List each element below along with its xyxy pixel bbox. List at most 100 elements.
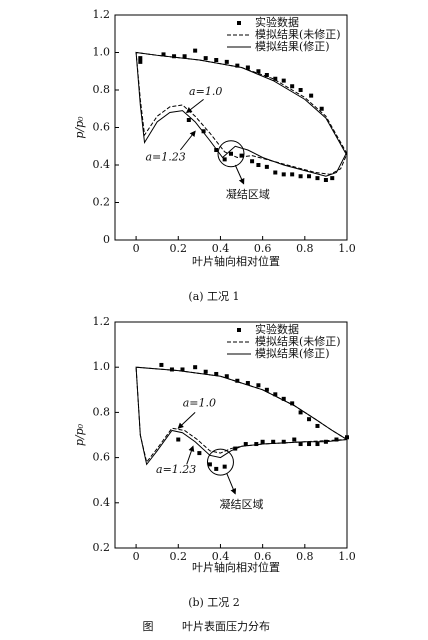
- y-tick-label: 0.2: [93, 196, 111, 209]
- legend-label: 实验数据: [255, 15, 299, 29]
- data-point: [250, 159, 255, 164]
- annotation: a=1.0: [189, 85, 222, 98]
- data-point: [315, 423, 320, 428]
- y-tick-label: 1.2: [93, 8, 111, 21]
- data-point: [224, 59, 229, 64]
- data-point: [281, 439, 286, 444]
- legend-marker: [237, 21, 241, 25]
- chart-caption: (a) 工况 1: [188, 290, 239, 303]
- annotation: a=1.23: [145, 151, 185, 164]
- data-point: [290, 172, 295, 177]
- data-point: [193, 365, 198, 370]
- data-point: [315, 176, 320, 181]
- data-point: [309, 93, 314, 98]
- x-axis-label: 叶片轴向相对位置: [192, 254, 280, 268]
- chart: 0 0.2 0.4 0.6 0.8 1.0 0.2 0.4 0.6 0.8 1.0 1.2 叶片轴向相对…: [73, 315, 356, 609]
- data-point: [330, 176, 335, 181]
- data-point: [260, 439, 265, 444]
- data-point: [138, 59, 143, 64]
- data-point: [180, 367, 185, 372]
- data-point: [239, 153, 244, 158]
- y-tick-label: 0.8: [93, 83, 111, 96]
- data-point: [235, 63, 240, 68]
- data-point: [298, 410, 303, 415]
- annotation: a=1.0: [183, 396, 216, 409]
- series-line: [135, 51, 348, 175]
- data-point: [281, 396, 286, 401]
- y-tick-label: 0.2: [93, 541, 111, 554]
- condensation-circle: [217, 140, 245, 168]
- x-tick-label: 0.8: [296, 242, 314, 255]
- y-tick-label: 1.0: [93, 46, 111, 59]
- plot-frame: [114, 321, 348, 549]
- data-point: [315, 442, 320, 447]
- annotation-arrow: [179, 130, 196, 151]
- data-point: [203, 56, 208, 61]
- y-tick-label: 0: [103, 233, 110, 246]
- data-point: [214, 58, 219, 62]
- data-point: [182, 54, 187, 59]
- data-point: [197, 451, 202, 456]
- y-tick-label: 0.4: [93, 496, 111, 509]
- y-tick-label: 0.6: [93, 121, 111, 134]
- data-point: [273, 392, 278, 397]
- data-point: [214, 148, 219, 152]
- data-point: [222, 157, 227, 162]
- x-axis-label: 叶片轴向相对位置: [192, 560, 280, 574]
- condensation-circle: [206, 448, 234, 476]
- y-tick-label: 1.0: [93, 360, 111, 373]
- x-tick-label: 1.0: [338, 242, 356, 255]
- data-point: [256, 163, 261, 167]
- series-line: [135, 366, 348, 464]
- data-point: [319, 106, 324, 111]
- data-point: [256, 383, 261, 388]
- data-point: [307, 442, 312, 447]
- x-tick-label: 0.2: [170, 550, 188, 563]
- data-point: [224, 374, 229, 379]
- data-point: [169, 367, 174, 372]
- data-point: [298, 88, 303, 92]
- data-point: [229, 151, 233, 156]
- data-point: [235, 378, 240, 383]
- y-tick-label: 0.8: [93, 405, 111, 418]
- data-point: [214, 466, 219, 471]
- x-tick-label: 0: [133, 550, 140, 563]
- data-point: [271, 439, 276, 444]
- annotation-arrow: [177, 412, 196, 429]
- data-point: [256, 69, 261, 74]
- series-line: [135, 51, 348, 177]
- x-tick-label: 0.6: [254, 242, 272, 255]
- x-tick-label: 0.2: [170, 242, 188, 255]
- data-point: [245, 381, 250, 386]
- data-point: [193, 48, 198, 53]
- x-tick-label: 1.0: [338, 550, 356, 563]
- y-axis-label: p/p₀: [73, 423, 86, 446]
- data-point: [222, 464, 227, 469]
- data-point: [159, 362, 164, 367]
- x-tick-label: 0.8: [296, 550, 314, 563]
- data-point: [138, 56, 143, 61]
- data-point: [290, 84, 295, 89]
- data-point: [176, 437, 181, 442]
- y-tick-label: 1.2: [93, 315, 111, 328]
- figure-caption: 叶片表面压力分布: [182, 619, 270, 633]
- legend-label: 实验数据: [255, 322, 299, 336]
- legend-label: 模拟结果(修正): [255, 346, 330, 360]
- data-point: [273, 170, 278, 175]
- data-point: [203, 369, 208, 374]
- data-point: [254, 442, 259, 447]
- series-line: [135, 366, 348, 466]
- annotation-arrow: [234, 164, 245, 185]
- x-tick-label: 0.4: [212, 550, 230, 563]
- data-point: [264, 73, 269, 77]
- data-point: [161, 52, 166, 57]
- x-tick-label: 0.6: [254, 550, 272, 563]
- data-point: [201, 129, 206, 134]
- annotation-arrow: [185, 98, 204, 114]
- data-point: [298, 442, 303, 447]
- data-point: [245, 65, 250, 70]
- y-axis-label: p/p₀: [73, 116, 86, 139]
- data-point: [281, 78, 286, 83]
- annotation: 凝结区域: [226, 187, 270, 201]
